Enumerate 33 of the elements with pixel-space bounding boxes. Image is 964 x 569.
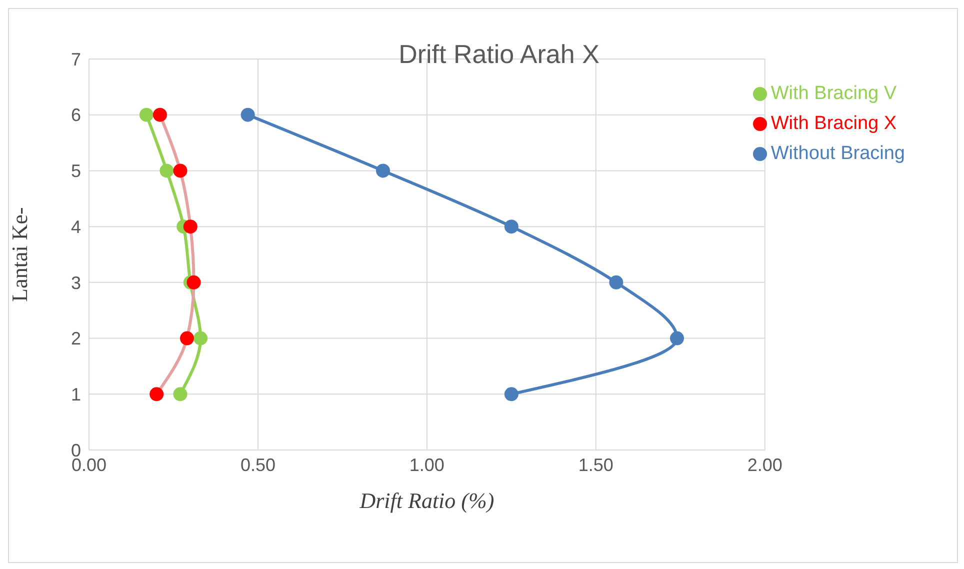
y-tick-label: 2	[70, 328, 81, 349]
y-tick-label: 6	[70, 105, 81, 126]
point	[173, 164, 188, 178]
x-tick-label: 2.00	[747, 454, 782, 475]
y-tick-label: 7	[70, 49, 81, 70]
legend-label: Without Bracing	[770, 143, 905, 164]
point	[240, 108, 255, 122]
y-tick-label: 1	[70, 384, 81, 405]
x-tick-label: 0.50	[240, 454, 276, 475]
chart-title: Drift Ratio Arah X	[398, 39, 600, 69]
point	[504, 220, 518, 234]
point	[152, 108, 167, 122]
y-tick-label: 4	[70, 216, 81, 237]
point	[194, 331, 208, 346]
point	[180, 331, 194, 346]
legend-label: With Bracing V	[770, 83, 897, 104]
x-tick-label: 1.50	[578, 454, 614, 475]
point	[183, 220, 198, 234]
point	[670, 331, 684, 346]
y-tick-label: 3	[70, 272, 81, 293]
point	[139, 108, 154, 122]
x-axis-title: Drift Ratio (%)	[358, 488, 494, 513]
point	[150, 387, 164, 402]
legend-label: With Bracing X	[770, 113, 897, 134]
point	[173, 387, 188, 402]
x-tick-label: 1.00	[409, 454, 444, 475]
y-tick-label: 5	[70, 161, 81, 182]
point	[609, 275, 624, 290]
point	[504, 387, 518, 402]
y-axis-title: Lantai Ke-	[6, 207, 32, 302]
point	[186, 275, 201, 290]
point	[376, 164, 390, 178]
point	[160, 164, 174, 178]
